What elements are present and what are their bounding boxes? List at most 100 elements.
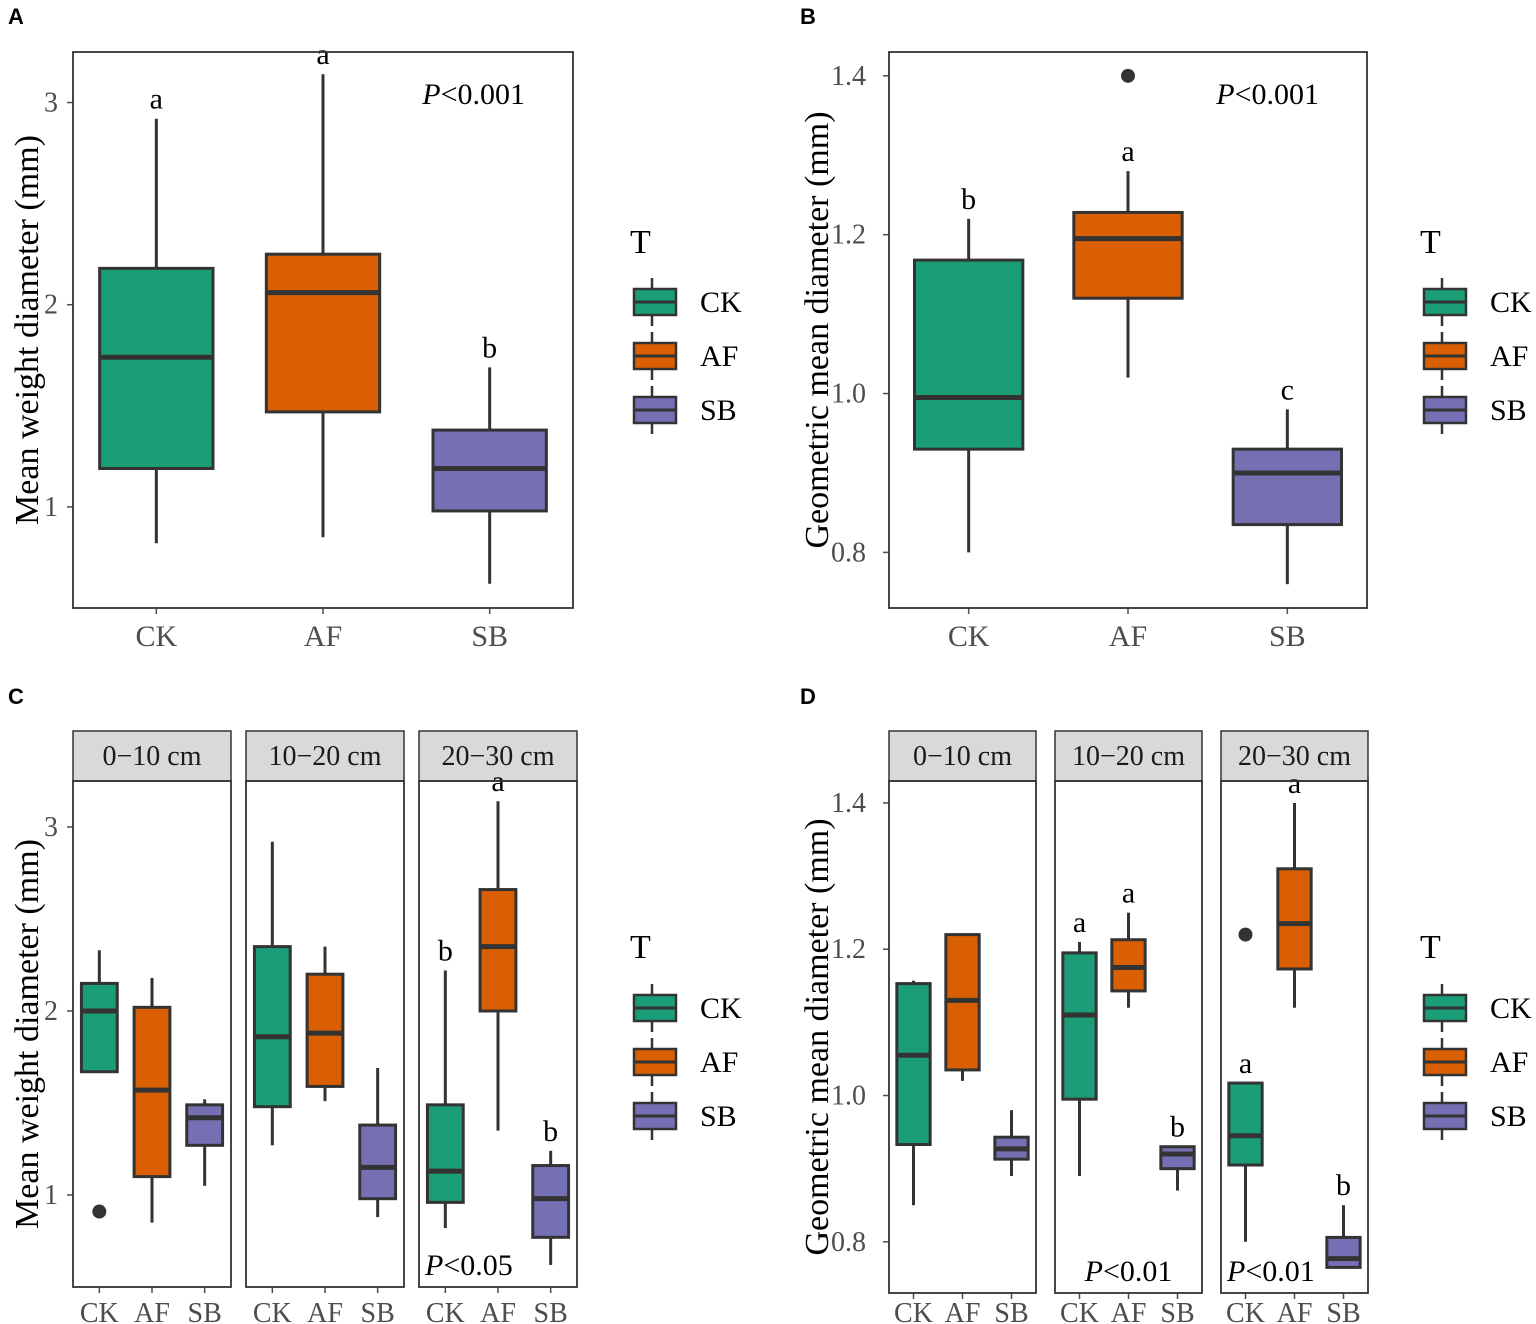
box-af [264,252,382,414]
significance-letter: c [1281,373,1294,406]
box-af [1072,210,1184,300]
y-axis-label: Mean weight diameter (mm) [9,839,46,1229]
significance-letter: a [150,83,163,116]
p-value-annotation: P<0.001 [1215,78,1319,111]
legend-label-ck: CK [1490,992,1532,1025]
facet: b CK a AF c SB P<0.001 [888,51,1368,653]
y-axis-label: Geometric mean diameter (mm) [799,111,836,548]
box-ck [425,1103,465,1204]
x-tick-label: SB [1269,620,1306,653]
y-tick-label: 3 [44,88,58,119]
x-tick-label: CK [135,620,177,653]
x-tick-label: AF [304,620,342,653]
y-tick-label: 1.0 [831,379,866,410]
outlier-point [92,1204,107,1219]
legend-label-sb: SB [1490,1100,1527,1133]
x-tick-label: SB [994,1298,1028,1324]
facet-strip [1220,730,1369,782]
box-sb [1159,1145,1196,1171]
significance-letter: b [543,1115,558,1148]
legend-title: T [1420,929,1441,966]
legend-title: T [630,929,651,966]
p-value-symbol: P [1215,78,1234,111]
legend-label-sb: SB [1490,394,1527,427]
facet: 10−20 cm CK AF SB [245,730,405,1324]
outlier-point [1238,927,1253,942]
legend: T CK AF SB [1420,224,1532,434]
p-value-text: <0.05 [443,1249,512,1282]
p-value-annotation: P<0.01 [1226,1255,1315,1288]
legend-label-ck: CK [700,286,742,319]
y-tick-label: 1.2 [831,220,866,251]
x-tick-label: CK [894,1298,933,1324]
box-af [1276,867,1313,971]
y-tick-label: 0.8 [831,537,866,568]
box-af [478,888,518,1013]
significance-letter: a [316,38,329,71]
legend-label-af: AF [700,340,738,373]
box-ck [252,945,292,1109]
significance-letter: a [1239,1047,1252,1080]
panel-border [888,780,1037,1294]
panel-letter: B [800,4,816,29]
x-tick-label: SB [471,620,508,653]
y-tick-label: 1.2 [831,934,866,965]
legend-title: T [1420,224,1441,261]
legend: T CK AF SB [630,224,742,434]
box-sb [1231,447,1344,527]
box-ck [1227,1081,1264,1167]
y-tick-label: 0.8 [831,1227,866,1258]
significance-letter: a [1288,767,1301,800]
p-value-annotation: P<0.05 [424,1249,513,1282]
box-af [305,972,345,1088]
legend-label-af: AF [1490,1046,1528,1079]
x-tick-label: AF [480,1298,516,1324]
x-tick-label: SB [1160,1298,1194,1324]
y-tick-label: 3 [44,812,58,843]
legend-label-ck: CK [1490,286,1532,319]
x-tick-label: CK [948,620,990,653]
box-ck [912,258,1025,451]
panel-c: C Mean weight diameter (mm)1 2 3 0−10 cm CK AF… [8,684,742,1324]
y-tick-label: 2 [44,996,58,1027]
box-ck [79,981,119,1074]
panel-d: D Geometric mean diameter (mm)0.8 1.0 1.2 1.… [799,684,1532,1324]
facet: 10−20 cm a CK a AF b SB P<0.01 [1054,730,1203,1324]
x-tick-label: SB [361,1298,395,1324]
box-sb [531,1164,571,1239]
facet: a CK a AF b SB P<0.001 [72,38,574,653]
panel-a: A Mean weight diameter (mm)1 2 3 a CK a AF b SB P<… [8,4,742,653]
legend-label-ck: CK [700,992,742,1025]
significance-letter: a [1073,906,1086,939]
legend-title: T [630,224,651,261]
x-tick-label: CK [253,1298,292,1324]
p-value-annotation: P<0.01 [1084,1255,1173,1288]
facet-strip [1054,730,1203,782]
facet-strip [72,730,232,782]
x-tick-label: AF [134,1298,170,1324]
facet-strip [418,730,578,782]
box-ck [895,982,932,1147]
facet-strip [245,730,405,782]
panel-border [888,51,1368,609]
facet: 0−10 cm CK AF SB [72,730,232,1324]
box-sb [185,1103,225,1147]
legend-label-af: AF [700,1046,738,1079]
y-axis-label: Geometric mean diameter (mm) [799,818,836,1255]
x-tick-label: AF [307,1298,343,1324]
box-ck [98,266,215,470]
p-value-symbol: P [421,78,440,111]
panel-letter: C [8,684,24,709]
legend: T CK AF SB [1420,929,1532,1140]
y-tick-label: 1 [44,1180,58,1211]
x-tick-label: AF [945,1298,981,1324]
x-tick-label: CK [1226,1298,1265,1324]
x-tick-label: SB [188,1298,222,1324]
facet-strip [888,730,1037,782]
panel-border [245,780,405,1288]
significance-letter: b [482,331,497,364]
p-value-text: <0.01 [1245,1255,1314,1288]
x-tick-label: CK [80,1298,119,1324]
